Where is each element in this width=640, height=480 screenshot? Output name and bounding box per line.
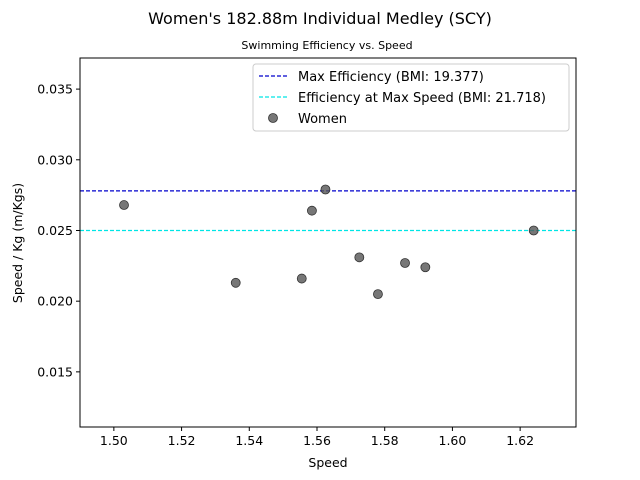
data-point — [528, 225, 539, 236]
data-point — [420, 262, 431, 273]
x-tick-label: 1.50 — [100, 433, 128, 448]
x-tick-label: 1.62 — [506, 433, 534, 448]
y-axis-label: Speed / Kg (m/Kgs) — [10, 183, 25, 303]
data-point — [307, 205, 317, 216]
y-tick-label: 0.035 — [37, 82, 73, 97]
y-tick-label: 0.015 — [37, 364, 73, 379]
y-tick-label: 0.030 — [37, 152, 73, 167]
plot-frame — [79, 57, 577, 428]
data-point — [320, 184, 331, 195]
data-point — [354, 252, 365, 263]
chart-title: Women's 182.88m Individual Medley (SCY) — [148, 9, 492, 28]
y-axis-ticks: 0.015 0.020 0.025 0.030 0.035 — [37, 82, 80, 379]
data-point — [296, 273, 307, 284]
data-point — [400, 258, 410, 268]
y-tick-label: 0.020 — [37, 294, 73, 309]
y-tick-label: 0.025 — [37, 223, 73, 238]
x-tick-label: 1.60 — [439, 433, 467, 448]
x-tick-label: 1.58 — [371, 433, 399, 448]
legend-label-max-efficiency: Max Efficiency (BMI: 19.377) — [298, 70, 484, 85]
legend-swatch-women — [268, 113, 278, 123]
data-point — [230, 277, 241, 288]
data-point — [119, 200, 129, 210]
x-tick-label: 1.56 — [303, 433, 331, 448]
x-axis-ticks: 1.50 1.52 1.54 1.56 1.58 1.60 1.62 — [100, 427, 534, 448]
x-axis-label: Speed — [308, 455, 347, 470]
legend-label-women: Women — [298, 112, 347, 127]
x-tick-label: 1.52 — [168, 433, 196, 448]
reference-lines — [80, 190, 576, 232]
chart-subtitle: Swimming Efficiency vs. Speed — [241, 39, 412, 52]
data-points — [119, 184, 539, 300]
legend-label-efficiency-at-max-speed: Efficiency at Max Speed (BMI: 21.718) — [298, 91, 546, 106]
legend: Max Efficiency (BMI: 19.377) Efficiency … — [252, 63, 570, 132]
data-point — [373, 289, 383, 300]
x-tick-label: 1.54 — [235, 433, 263, 448]
legend-box — [252, 63, 570, 132]
